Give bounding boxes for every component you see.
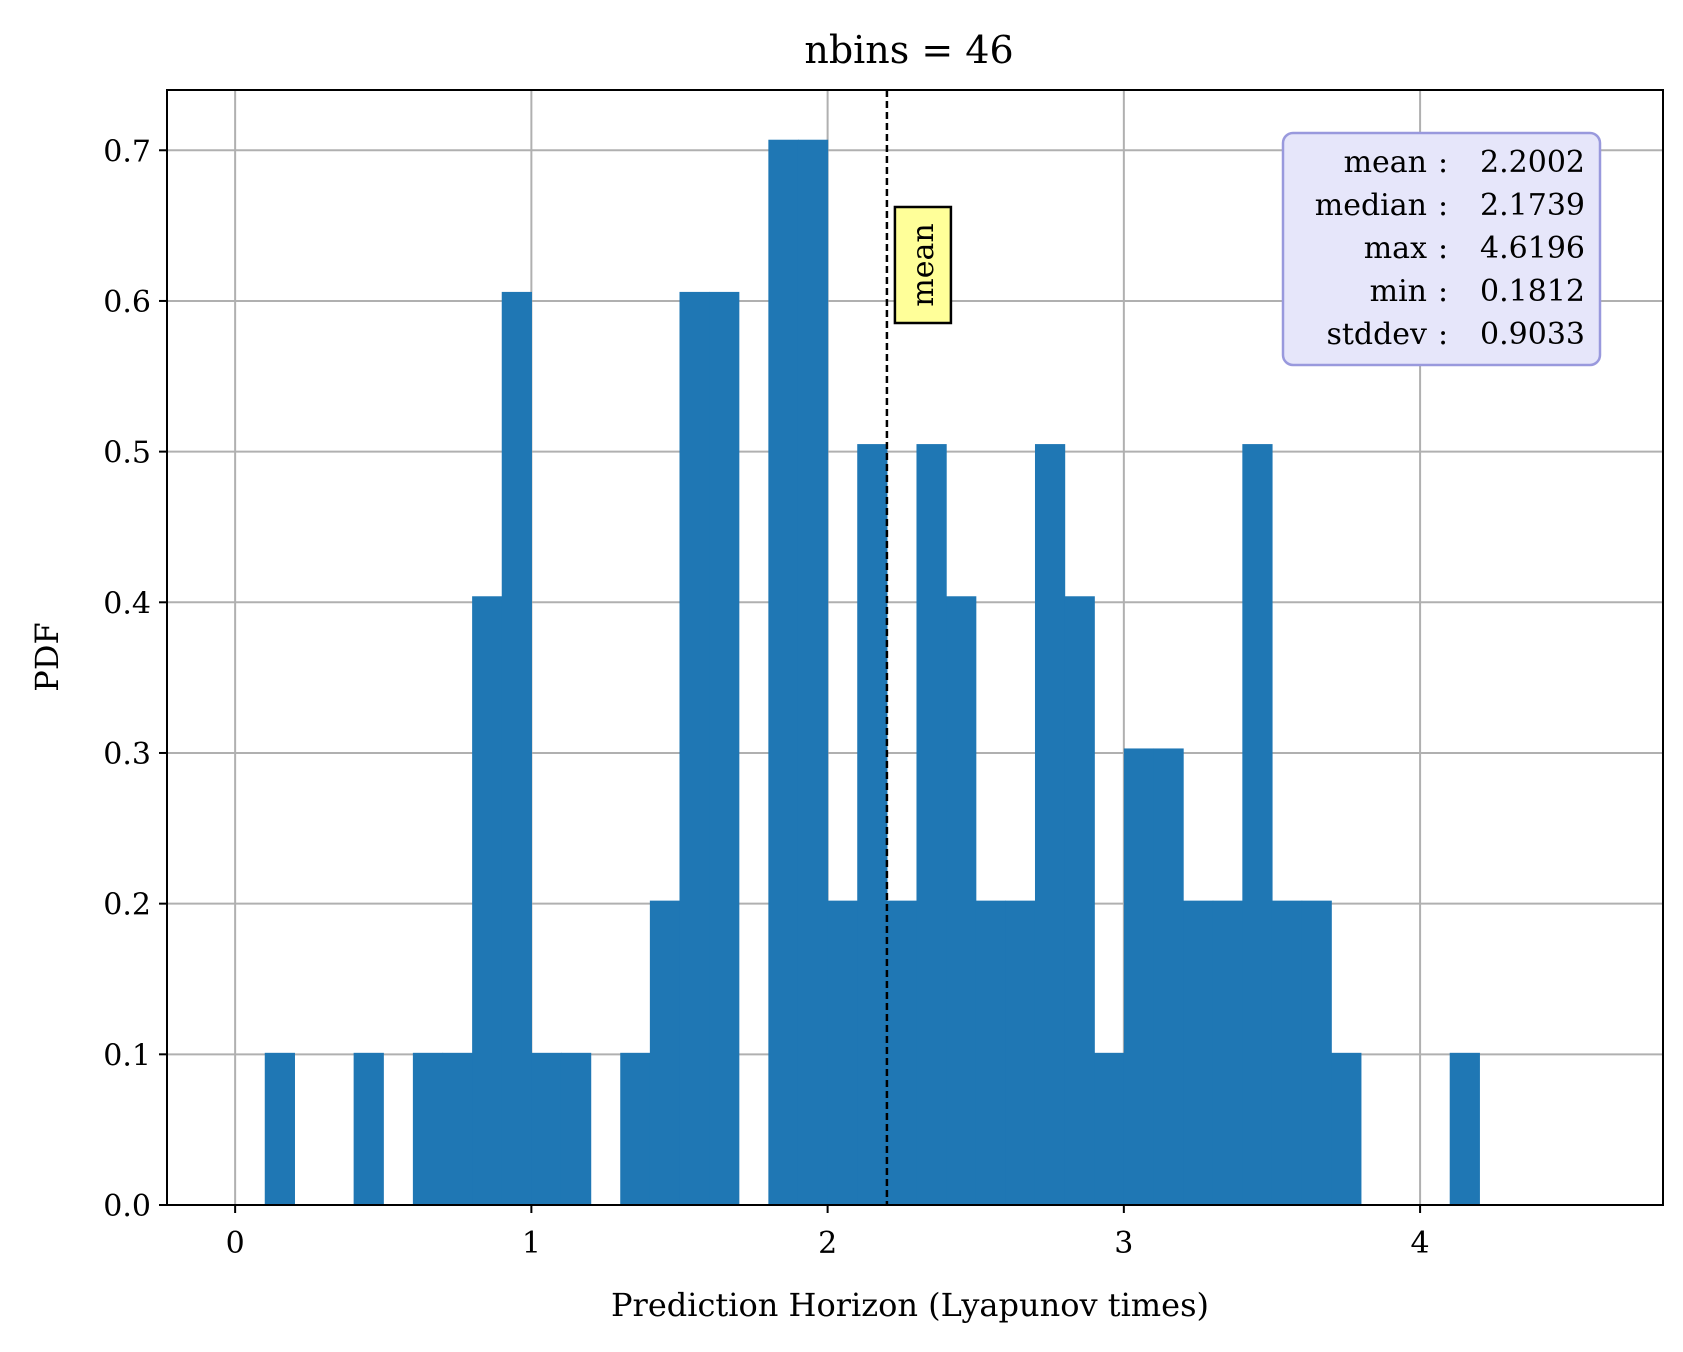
bars [264, 139, 1480, 1205]
histogram-bar [827, 900, 858, 1205]
stats-label: min [1370, 274, 1427, 309]
stats-label: median [1315, 188, 1427, 223]
x-tick-label: 2 [818, 1226, 837, 1261]
stats-value: 0.1812 [1480, 274, 1585, 309]
histogram-bar [1183, 900, 1214, 1205]
stats-label: stddev [1326, 317, 1427, 352]
stats-value: 4.6196 [1480, 231, 1585, 266]
histogram-bar [1153, 748, 1184, 1205]
histogram-bar [797, 139, 829, 1205]
histogram-bar [264, 1052, 295, 1205]
histogram-bar [412, 1052, 444, 1205]
x-tick-label: 3 [1114, 1226, 1133, 1261]
mean-marker: mean [885, 90, 953, 1205]
stats-value: 2.2002 [1480, 145, 1585, 180]
histogram-bar [768, 139, 799, 1205]
histogram-bar [531, 1052, 562, 1205]
stats-separator: : [1438, 317, 1448, 352]
x-tick-label: 0 [226, 1226, 245, 1261]
stats-label: mean [1344, 145, 1427, 180]
histogram-bar [857, 444, 888, 1205]
histogram-bar [1271, 900, 1303, 1205]
mean-label: mean [906, 223, 941, 306]
y-tick-label: 0.0 [103, 1189, 151, 1224]
histogram-bar [501, 291, 532, 1205]
stats-box: mean:2.2002median:2.1739max:4.6196min:0.… [1281, 131, 1602, 367]
histogram-bar [1064, 596, 1095, 1205]
y-tick-label: 0.4 [103, 586, 151, 621]
y-tick-label: 0.6 [103, 285, 151, 320]
y-axis-label: PDF [28, 622, 66, 691]
chart-title: nbins = 46 [804, 28, 1013, 72]
stats-separator: : [1438, 231, 1448, 266]
x-tick-label: 4 [1411, 1226, 1430, 1261]
histogram-bar [1212, 900, 1243, 1205]
stats-separator: : [1438, 274, 1448, 309]
histogram-bar [1242, 444, 1273, 1205]
y-axis-ticks: 0.0 0.1 0.2 0.3 0.4 0.5 0.6 0.7 [103, 134, 167, 1224]
x-axis-ticks: 0 1 2 3 4 [226, 1205, 1430, 1261]
stats-box-background [1281, 131, 1602, 367]
histogram-bar [649, 900, 681, 1205]
y-tick-label: 0.1 [103, 1038, 151, 1073]
histogram-bar [1331, 1052, 1362, 1205]
histogram-bar [1034, 444, 1066, 1205]
histogram-bar [1449, 1052, 1480, 1205]
x-tick-label: 1 [522, 1226, 541, 1261]
stats-label: max [1364, 231, 1427, 266]
stats-value: 0.9033 [1480, 317, 1585, 352]
y-tick-label: 0.2 [103, 888, 151, 923]
histogram-bar [560, 1052, 592, 1205]
histogram-bar [353, 1052, 384, 1205]
histogram-bar [946, 596, 977, 1205]
x-axis-label: Prediction Horizon (Lyapunov times) [611, 1286, 1209, 1324]
histogram-bar [1005, 900, 1036, 1205]
axes-frame [166, 89, 1664, 1206]
histogram-bar [442, 1052, 473, 1205]
y-tick-label: 0.5 [103, 436, 151, 471]
histogram-bar [886, 900, 918, 1205]
histogram-bar [620, 1052, 651, 1205]
histogram-bar [916, 444, 947, 1205]
histogram-bar [1301, 900, 1332, 1205]
stats-separator: : [1438, 145, 1448, 180]
histogram-bar [1094, 1052, 1125, 1205]
histogram-bar [709, 291, 740, 1205]
histogram-bar [975, 900, 1006, 1205]
stats-value: 2.1739 [1480, 188, 1585, 223]
y-tick-label: 0.3 [103, 737, 151, 772]
histogram-bar [1123, 748, 1155, 1205]
stats-separator: : [1438, 188, 1448, 223]
histogram-bar [472, 596, 503, 1205]
histogram-bar [679, 291, 710, 1205]
y-tick-label: 0.7 [103, 134, 151, 169]
mean-label-box [893, 205, 953, 325]
